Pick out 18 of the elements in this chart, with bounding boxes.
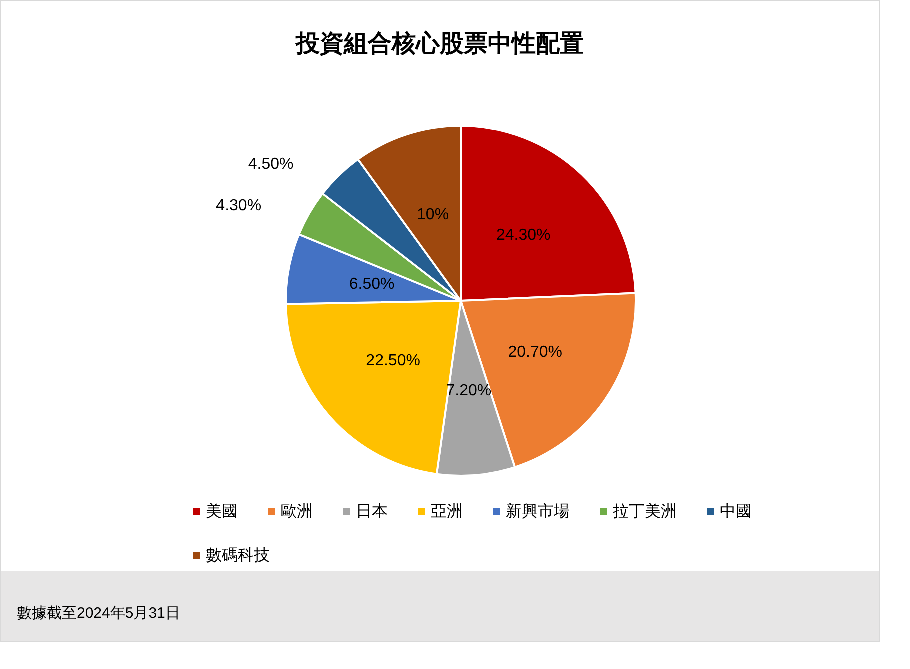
legend-label: 日本 (356, 502, 388, 520)
legend-label: 歐洲 (281, 502, 313, 520)
legend-label: 美國 (206, 502, 238, 520)
data-label: 4.50% (248, 156, 294, 174)
legend-label: 拉丁美洲 (613, 502, 677, 520)
data-label: 7.20% (446, 382, 492, 400)
legend-label: 中國 (720, 502, 752, 520)
legend-label: 亞洲 (431, 502, 463, 520)
chart-title: 投資組合核心股票中性配置 (295, 30, 584, 58)
legend-label: 數碼科技 (206, 546, 270, 564)
text: 數據截至2024年5月31日 (17, 605, 180, 622)
data-label: 6.50% (349, 276, 395, 293)
data-label: 4.30% (216, 197, 262, 214)
data-label: 10% (417, 206, 450, 224)
legend-label: 新興市場 (506, 502, 570, 520)
data-label: 22.50% (366, 352, 420, 370)
data-label: 24.30% (496, 227, 551, 244)
data-label: 20.70% (508, 344, 562, 362)
